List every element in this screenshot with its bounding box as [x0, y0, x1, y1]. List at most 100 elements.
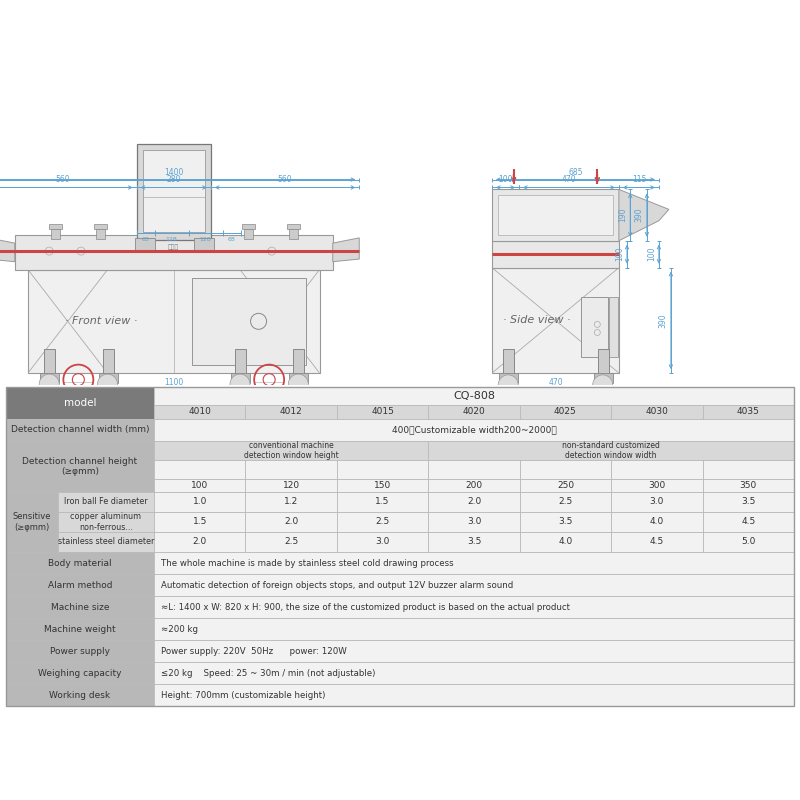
Bar [44, 349, 55, 381]
Bar [6, 419, 154, 441]
Text: 685: 685 [568, 167, 582, 177]
Text: 1.5: 1.5 [375, 498, 390, 506]
Bar [428, 460, 520, 479]
Bar [611, 460, 702, 479]
Text: 1100: 1100 [164, 378, 183, 387]
Text: 4.5: 4.5 [650, 538, 664, 546]
Bar [6, 552, 154, 574]
Bar [246, 479, 337, 492]
Bar [154, 684, 794, 706]
Bar [611, 405, 702, 419]
Bar [6, 618, 154, 640]
Bar [102, 349, 114, 381]
Bar [58, 532, 154, 552]
Bar [28, 270, 319, 373]
Text: 2.5: 2.5 [284, 538, 298, 546]
Bar [154, 552, 794, 574]
Text: · Front view ·: · Front view · [65, 316, 137, 326]
Bar [611, 492, 702, 512]
Bar [6, 684, 154, 706]
Text: 4012: 4012 [280, 407, 302, 417]
Bar [492, 241, 619, 268]
Text: 4010: 4010 [188, 407, 211, 417]
Bar [134, 238, 154, 252]
Text: Body material: Body material [48, 558, 112, 567]
Bar [581, 298, 608, 357]
Text: copper aluminum
non-ferrous...: copper aluminum non-ferrous... [70, 512, 142, 532]
Text: 4.0: 4.0 [650, 518, 664, 526]
Text: 560: 560 [55, 175, 70, 185]
Text: 2.0: 2.0 [193, 538, 207, 546]
Text: 190: 190 [618, 208, 627, 222]
Text: 3.0: 3.0 [650, 498, 664, 506]
Bar [154, 512, 246, 532]
Text: Power supply: Power supply [50, 646, 110, 655]
Bar [154, 640, 794, 662]
Bar [428, 532, 520, 552]
Bar [154, 596, 794, 618]
Text: CQ-808: CQ-808 [453, 391, 495, 401]
Bar [6, 552, 154, 574]
Polygon shape [619, 190, 669, 241]
Bar [94, 224, 106, 229]
Bar [154, 441, 428, 460]
Text: conventional machine
detection window height: conventional machine detection window he… [244, 441, 338, 460]
Bar [98, 373, 118, 383]
Bar [242, 224, 255, 229]
Bar [702, 405, 794, 419]
Bar [58, 532, 154, 552]
Bar [520, 532, 611, 552]
Bar [702, 479, 794, 492]
Circle shape [39, 374, 59, 394]
Bar [58, 512, 154, 532]
Bar [611, 479, 702, 492]
Bar [6, 618, 154, 640]
Text: The whole machine is made by stainless steel cold drawing process: The whole machine is made by stainless s… [161, 558, 454, 567]
Text: 150: 150 [374, 481, 391, 490]
Bar [154, 479, 246, 492]
Bar [246, 405, 337, 419]
Text: 1.5: 1.5 [193, 518, 207, 526]
Bar [6, 684, 154, 706]
Bar [610, 298, 618, 357]
Text: Detection channel height
(≥φmm): Detection channel height (≥φmm) [22, 457, 138, 476]
Bar [337, 460, 428, 479]
Bar [290, 373, 308, 383]
Bar [294, 349, 304, 381]
Bar [6, 492, 58, 552]
Text: 128: 128 [200, 237, 211, 242]
Circle shape [498, 375, 518, 395]
Text: Detection channel width (mm): Detection channel width (mm) [10, 426, 150, 434]
Bar [702, 512, 794, 532]
Bar [428, 460, 520, 479]
Bar [6, 574, 154, 596]
Bar [520, 479, 611, 492]
Bar [428, 479, 520, 492]
Bar [428, 441, 794, 460]
Bar [40, 373, 59, 383]
Bar [14, 235, 333, 270]
Text: 350: 350 [740, 481, 757, 490]
Bar [154, 662, 794, 684]
Bar [154, 618, 794, 640]
Bar [702, 492, 794, 512]
Bar [611, 512, 702, 532]
Bar [611, 532, 702, 552]
Bar [702, 479, 794, 492]
Circle shape [593, 375, 613, 395]
Bar [246, 479, 337, 492]
Text: 68: 68 [228, 237, 235, 242]
Text: Alarm method: Alarm method [48, 581, 112, 590]
Text: 390: 390 [659, 313, 668, 328]
Bar [611, 479, 702, 492]
Text: Height: 700mm (customizable height): Height: 700mm (customizable height) [161, 690, 326, 699]
Bar [520, 405, 611, 419]
Bar [428, 479, 520, 492]
Text: 250: 250 [557, 481, 574, 490]
Text: 4030: 4030 [646, 407, 668, 417]
Text: 470: 470 [548, 378, 562, 387]
Bar [503, 349, 514, 381]
Bar [6, 640, 154, 662]
Bar [598, 349, 609, 381]
Bar [58, 512, 154, 532]
